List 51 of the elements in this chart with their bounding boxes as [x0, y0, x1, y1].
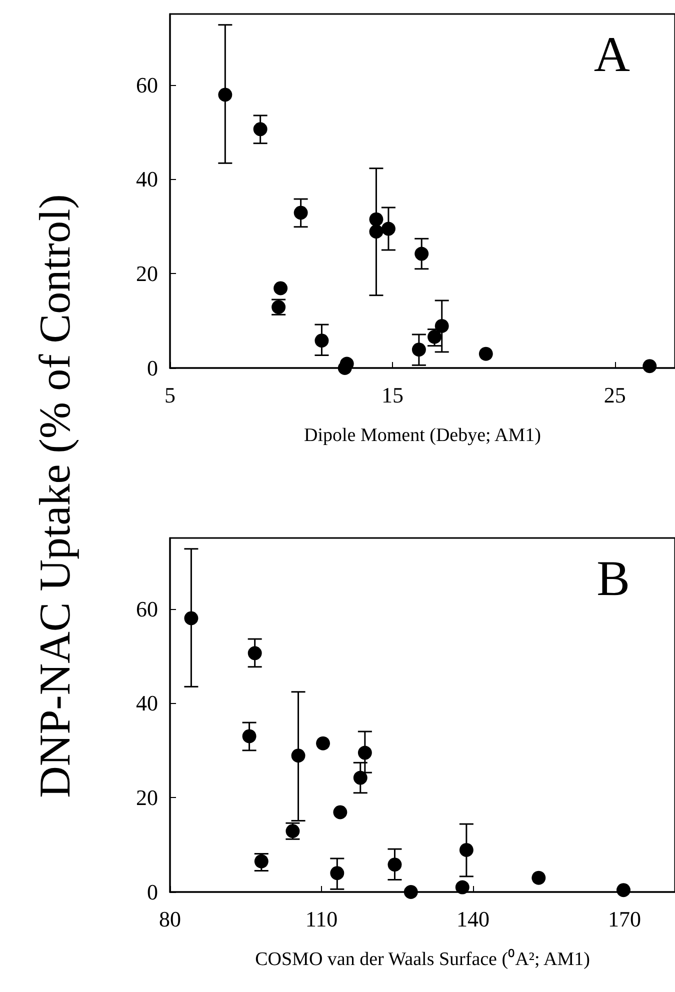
x-tick-label: 25: [604, 382, 626, 408]
point: [459, 842, 474, 857]
point: [254, 854, 268, 868]
point: [248, 646, 262, 660]
point: [333, 805, 348, 820]
y-tick-label: 40: [136, 166, 158, 192]
point: [291, 748, 306, 763]
point: [455, 880, 470, 894]
point: [369, 224, 384, 239]
chart-title: B: [596, 550, 630, 606]
x-tick-label: 80: [159, 906, 181, 932]
y-tick-label: 60: [136, 596, 158, 622]
y-tick-label: 0: [147, 356, 158, 380]
point: [184, 611, 198, 626]
chart-title: A: [594, 26, 630, 82]
x-axis-title: Dipole Moment (Debye; AM1): [304, 425, 541, 446]
point: [412, 342, 426, 357]
point: [353, 770, 368, 785]
point: [253, 122, 268, 136]
x-tick-label: 5: [164, 382, 176, 408]
point: [381, 222, 396, 236]
point: [274, 281, 288, 296]
point: [434, 318, 449, 333]
point: [404, 885, 418, 899]
point: [642, 359, 657, 374]
point: [369, 212, 384, 226]
point: [414, 246, 429, 261]
point: [316, 736, 330, 750]
x-tick-label: 170: [608, 906, 641, 932]
point: [478, 346, 493, 361]
point: [616, 883, 630, 898]
point: [428, 330, 442, 344]
x-tick-label: 140: [456, 906, 490, 932]
y-tick-label: 40: [136, 690, 158, 716]
y-tick-label: 20: [136, 785, 158, 810]
point: [358, 746, 372, 760]
point: [388, 858, 402, 872]
point: [218, 88, 232, 102]
y-tick-label: 60: [136, 72, 158, 98]
x-tick-label: 15: [381, 382, 404, 408]
y-tick-label: 20: [136, 261, 158, 286]
point: [330, 866, 344, 880]
point: [294, 206, 308, 220]
point: [340, 356, 354, 371]
point: [314, 334, 329, 348]
point: [532, 870, 546, 885]
x-tick-label: 110: [305, 906, 338, 932]
x-axis-title: COSMO van der Waals Surface (⁰A²; AM1): [255, 948, 590, 970]
y-axis-title: DNP-NAC Uptake (% of Control): [30, 194, 80, 798]
y-tick-label: 0: [147, 880, 158, 904]
point: [242, 729, 256, 744]
